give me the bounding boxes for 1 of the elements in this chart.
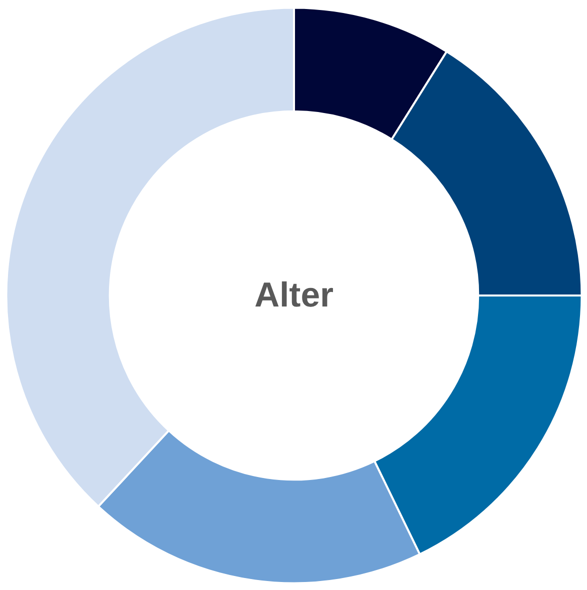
text: Alter xyxy=(254,276,334,314)
